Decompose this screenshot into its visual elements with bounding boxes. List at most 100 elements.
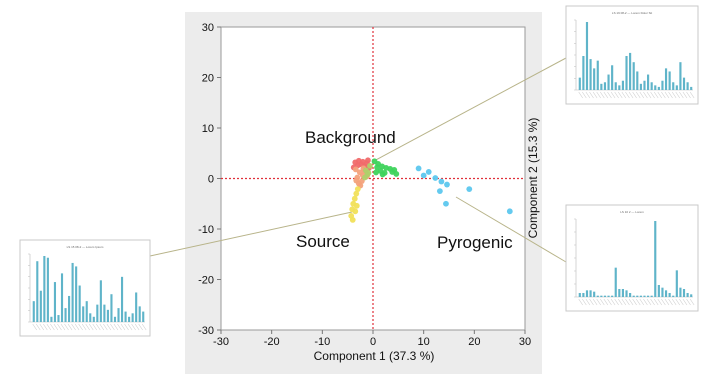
inset-bar — [682, 77, 686, 90]
inset-bar — [113, 316, 117, 322]
inset-category-label — [650, 298, 655, 306]
data-point — [374, 164, 380, 171]
data-point — [506, 208, 513, 215]
inset-bar — [664, 68, 668, 90]
x-tick-label: 10 — [418, 336, 430, 348]
y-axis: 30 20 10 0 -10 -20 -30 — [198, 22, 221, 337]
inset-bar — [643, 80, 646, 90]
y-tick-label: -20 — [198, 275, 214, 287]
inset-category-label — [71, 323, 76, 331]
inset-category-label — [639, 91, 645, 99]
inset-category-label — [628, 298, 634, 306]
inset-category-label — [621, 91, 627, 99]
inset-bar — [650, 295, 653, 297]
inset-bar — [36, 261, 39, 322]
inset-bar — [668, 293, 671, 297]
inset-category-label — [134, 323, 140, 331]
inset-bar — [664, 290, 668, 297]
inset-category-label — [657, 91, 663, 99]
inset-title: LS 15 08-2 — Lorem Ipsum — [67, 245, 104, 249]
data-point — [352, 208, 359, 215]
inset-category-label — [138, 323, 143, 331]
inset-category-label — [67, 323, 73, 331]
data-point — [438, 178, 445, 185]
x-tick-label: -30 — [213, 336, 229, 348]
inset-bar — [589, 59, 592, 90]
inset-bar — [639, 83, 642, 90]
inset-category-label — [671, 91, 677, 99]
inset-category-label — [689, 91, 695, 99]
connector-lines — [149, 57, 567, 263]
inset-category-label — [614, 91, 619, 99]
inset-bar — [582, 56, 585, 90]
inset-bar — [43, 256, 46, 322]
data-point — [361, 174, 368, 181]
inset-category-label — [650, 91, 655, 99]
inset-bar — [614, 267, 617, 297]
inset-category-label — [607, 91, 612, 99]
inset-bar — [603, 295, 607, 297]
inset-title: LS 19 08-2 — Lorem Dolor Sit — [612, 11, 652, 15]
inset-bar — [82, 306, 85, 322]
inset-category-label — [35, 323, 41, 331]
data-point — [466, 186, 473, 193]
inset-bar — [611, 295, 614, 297]
inset-bar — [625, 56, 628, 90]
x-axis-label: Component 1 (37.3 %) — [314, 349, 435, 363]
inset-bar — [57, 315, 60, 322]
inset-bar — [672, 295, 675, 297]
inset-category-label — [585, 298, 591, 306]
inset-bar — [75, 266, 78, 322]
inset-category-label — [74, 323, 80, 331]
x-tick-label: -10 — [314, 336, 330, 348]
y-tick-label: -30 — [198, 325, 214, 337]
inset-bar — [607, 74, 610, 90]
data-point — [415, 165, 422, 172]
inset-category-label — [635, 298, 641, 306]
data-point — [420, 172, 427, 179]
inset-category-label — [110, 323, 115, 331]
inset-category-label — [682, 91, 688, 99]
inset-bar — [618, 85, 621, 90]
inset-bar — [85, 301, 88, 322]
inset-category-label — [686, 298, 691, 306]
y-tick-label: 20 — [202, 73, 214, 85]
inset-category-label — [53, 323, 59, 331]
inset-category-label — [614, 298, 619, 306]
inset-category-label — [628, 91, 634, 99]
inset-category-label — [96, 323, 101, 331]
inset-category-label — [120, 323, 126, 331]
inset-category-label — [643, 298, 648, 306]
inset-category-label — [610, 298, 616, 306]
inset-bar — [686, 293, 689, 297]
inset-category-label — [689, 298, 695, 306]
inset-bar — [618, 289, 621, 297]
inset-bar — [71, 262, 74, 322]
inset-category-label — [603, 298, 609, 306]
inset-bar — [675, 270, 678, 297]
inset-bar — [629, 52, 632, 90]
scatter-points — [348, 157, 513, 223]
inset-bar — [593, 68, 596, 90]
inset-bar — [582, 293, 585, 297]
inset-category-label — [653, 298, 659, 306]
inset-category-label — [675, 298, 680, 306]
inset-bar — [103, 304, 106, 322]
inset-bar — [661, 287, 664, 297]
inset-bar — [661, 80, 664, 90]
inset-bar — [647, 295, 650, 297]
inset-category-label — [578, 91, 583, 99]
inset-bar — [110, 294, 113, 322]
inset-bar — [603, 82, 607, 90]
inset-category-label — [32, 323, 37, 331]
inset-category-label — [600, 91, 605, 99]
inset-category-label — [675, 91, 680, 99]
inset-category-label — [578, 298, 583, 306]
inset-bar — [138, 306, 141, 322]
data-point — [367, 162, 373, 169]
inset-category-label — [60, 323, 66, 331]
inset-source: LS 15 08-2 — Lorem Ipsum — [19, 239, 151, 337]
inset-category-label — [127, 323, 133, 331]
inset-bar — [589, 290, 592, 297]
